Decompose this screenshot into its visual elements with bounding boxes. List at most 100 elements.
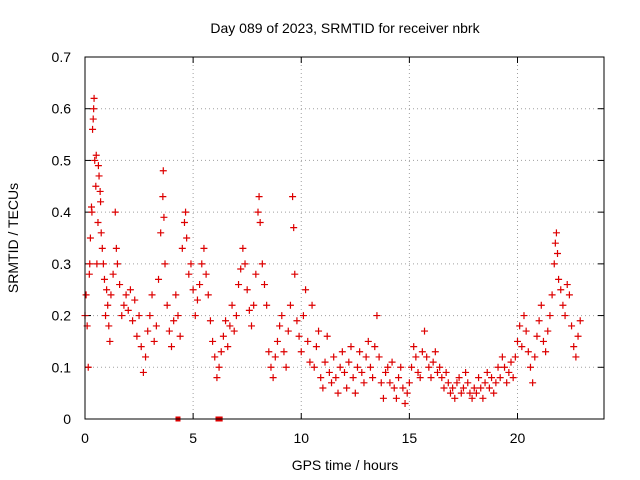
data-point: [520, 312, 528, 320]
data-point: [193, 296, 201, 304]
data-point: [239, 244, 247, 252]
data-point: [425, 363, 433, 371]
data-point: [107, 291, 115, 299]
data-point: [118, 312, 126, 320]
data-point: [317, 374, 325, 382]
data-point: [219, 332, 227, 340]
data-point: [395, 374, 403, 382]
data-point: [328, 379, 336, 387]
data-point: [144, 327, 152, 335]
y-tick-label: 0.4: [52, 204, 72, 220]
data-point: [106, 337, 114, 345]
data-point: [241, 260, 249, 268]
data-point: [488, 374, 496, 382]
data-point: [150, 337, 158, 345]
data-point: [414, 368, 422, 376]
data-point: [490, 389, 498, 397]
data-point: [120, 301, 128, 309]
data-point: [182, 208, 190, 216]
data-point: [245, 306, 253, 314]
data-point: [369, 374, 377, 382]
data-point: [479, 394, 487, 402]
data-point: [555, 275, 563, 283]
data-point: [375, 353, 383, 361]
data-point: [410, 343, 418, 351]
data-point: [518, 343, 526, 351]
data-point: [160, 213, 168, 221]
data-point: [330, 353, 338, 361]
data-point: [358, 368, 366, 376]
data-point: [481, 379, 489, 387]
data-point: [449, 384, 457, 392]
data-point: [451, 394, 459, 402]
data-point: [557, 286, 565, 294]
data-point: [462, 368, 470, 376]
data-point: [82, 291, 90, 299]
data-point: [91, 156, 99, 164]
data-point: [386, 379, 394, 387]
data-point: [109, 270, 117, 278]
data-point: [124, 306, 132, 314]
y-axis-label: SRMTID / TECUs: [5, 183, 21, 293]
x-tick-label: 20: [510, 430, 526, 446]
data-point: [315, 327, 323, 335]
data-point: [568, 322, 576, 330]
data-point: [371, 343, 379, 351]
axis-ticks: 0 0.1 0.2 0.3 0.4 0.5 0.6 0.7 0 5 10 15 20: [52, 49, 604, 446]
data-point: [416, 374, 424, 382]
data-point: [198, 260, 206, 268]
data-point: [574, 332, 582, 340]
data-point: [146, 312, 154, 320]
data-point: [377, 379, 385, 387]
data-point: [379, 394, 387, 402]
data-point: [215, 363, 223, 371]
data-point: [319, 384, 327, 392]
data-point: [256, 218, 264, 226]
data-point: [122, 291, 130, 299]
data-point: [269, 374, 277, 382]
data-point: [293, 317, 301, 325]
data-point: [265, 348, 273, 356]
data-point: [427, 374, 435, 382]
data-point: [297, 348, 305, 356]
y-tick-label: 0.3: [52, 256, 72, 272]
data-point: [345, 358, 353, 366]
data-point: [503, 379, 511, 387]
data-point: [360, 379, 368, 387]
data-point: [102, 312, 110, 320]
y-tick-label: 0.7: [52, 49, 72, 65]
data-point: [472, 389, 480, 397]
data-point: [552, 229, 560, 237]
data-point: [278, 312, 286, 320]
data-point: [230, 327, 238, 335]
data-point: [222, 317, 230, 325]
data-point: [507, 358, 515, 366]
data-point: [96, 187, 104, 195]
data-point: [235, 281, 243, 289]
data-point: [306, 358, 314, 366]
data-point: [90, 94, 98, 102]
data-point: [172, 291, 180, 299]
data-point: [366, 363, 374, 371]
data-point: [200, 244, 208, 252]
data-point: [576, 317, 584, 325]
data-point: [403, 389, 411, 397]
data-point: [418, 348, 426, 356]
data-point: [397, 363, 405, 371]
data-point: [97, 198, 105, 206]
data-point: [112, 244, 120, 252]
data-point: [529, 379, 537, 387]
data-point: [94, 218, 102, 226]
data-point: [524, 348, 532, 356]
data-point: [399, 384, 407, 392]
data-point: [189, 286, 197, 294]
data-point: [438, 374, 446, 382]
data-point: [88, 208, 96, 216]
data-point: [267, 363, 275, 371]
data-point: [509, 374, 517, 382]
data-point: [444, 379, 452, 387]
data-point: [401, 399, 409, 407]
data-point: [470, 384, 478, 392]
data-point: [310, 363, 318, 371]
data-point: [477, 384, 485, 392]
